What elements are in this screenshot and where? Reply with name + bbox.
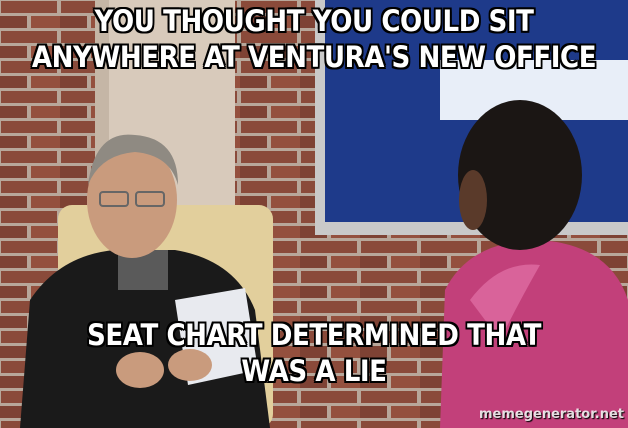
- top-caption-line-2: ANYWHERE AT VENTURA'S NEW OFFICE: [31, 40, 597, 74]
- host-head: [87, 142, 177, 258]
- bottom-caption: SEAT CHART DETERMINED THAT WAS A LIE: [31, 317, 596, 389]
- watermark: memegenerator.net: [478, 407, 624, 422]
- bottom-caption-line-1: SEAT CHART DETERMINED THAT: [87, 318, 541, 352]
- top-caption-line-1: YOU THOUGHT YOU COULD SIT: [94, 4, 534, 38]
- bottom-caption-line-2: WAS A LIE: [241, 354, 387, 388]
- guest-head: [458, 100, 582, 250]
- top-caption: YOU THOUGHT YOU COULD SIT ANYWHERE AT VE…: [31, 3, 597, 75]
